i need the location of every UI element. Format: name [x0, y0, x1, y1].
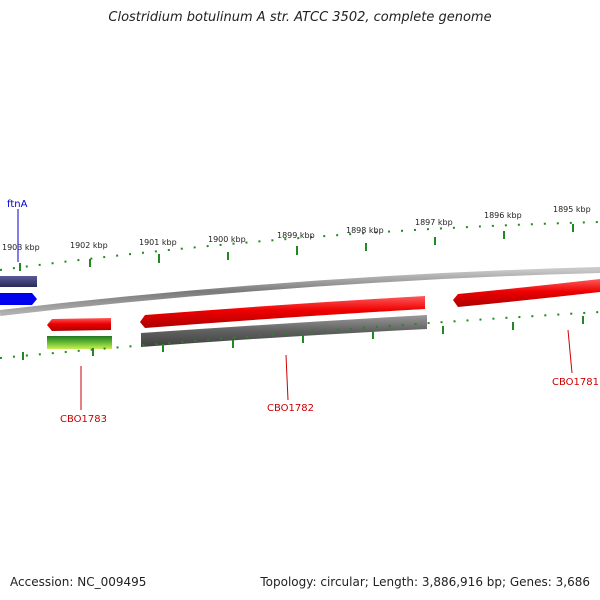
genome-title: Clostridium botulinum A str. ATCC 3502, …: [108, 10, 492, 25]
gene-CBO1782-arrow[interactable]: [140, 296, 425, 328]
tick-label: 1901 kbp: [139, 238, 177, 247]
gene-ftnA-arrow[interactable]: [0, 293, 37, 305]
tick-label: 1903 kbp: [2, 243, 40, 252]
gene-label-CBO1782[interactable]: CBO1782: [267, 403, 314, 414]
reverse-strand-genes: [47, 279, 600, 331]
genome-backbone: [0, 267, 600, 316]
tick-label: 1895 kbp: [553, 205, 591, 214]
feature-gray[interactable]: [141, 315, 427, 347]
tick-label: 1897 kbp: [415, 218, 453, 227]
tick-label: 1898 kbp: [346, 226, 384, 235]
feature-track: [47, 315, 427, 349]
genome-summary-label: Topology: circular; Length: 3,886,916 bp…: [260, 575, 590, 589]
gene-CBO1781-arrow[interactable]: [453, 279, 600, 307]
outer-tick-ring: [0, 221, 600, 271]
gene-label-ftnA[interactable]: ftnA: [7, 199, 28, 210]
gene-CBO1783-arrow[interactable]: [47, 318, 111, 331]
gene-label-CBO1781[interactable]: CBO1781: [552, 377, 599, 388]
feature-green[interactable]: [47, 336, 112, 349]
tick-label: 1896 kbp: [484, 211, 522, 220]
forward-feature-navy[interactable]: [0, 276, 37, 287]
reverse-gene-labels: CBO1783 CBO1782 CBO1781: [60, 329, 599, 425]
inner-tick-ring: [0, 311, 600, 360]
accession-label: Accession: NC_009495: [10, 575, 147, 589]
gene-label-CBO1783[interactable]: CBO1783: [60, 414, 107, 425]
tick-label: 1900 kbp: [208, 235, 246, 244]
forward-strand-features: ftnA: [0, 199, 37, 305]
ruler-tick-labels: 1903 kbp 1902 kbp 1901 kbp 1900 kbp 1899…: [2, 205, 591, 252]
tick-label: 1902 kbp: [70, 241, 108, 250]
tick-label: 1899 kbp: [277, 231, 315, 240]
